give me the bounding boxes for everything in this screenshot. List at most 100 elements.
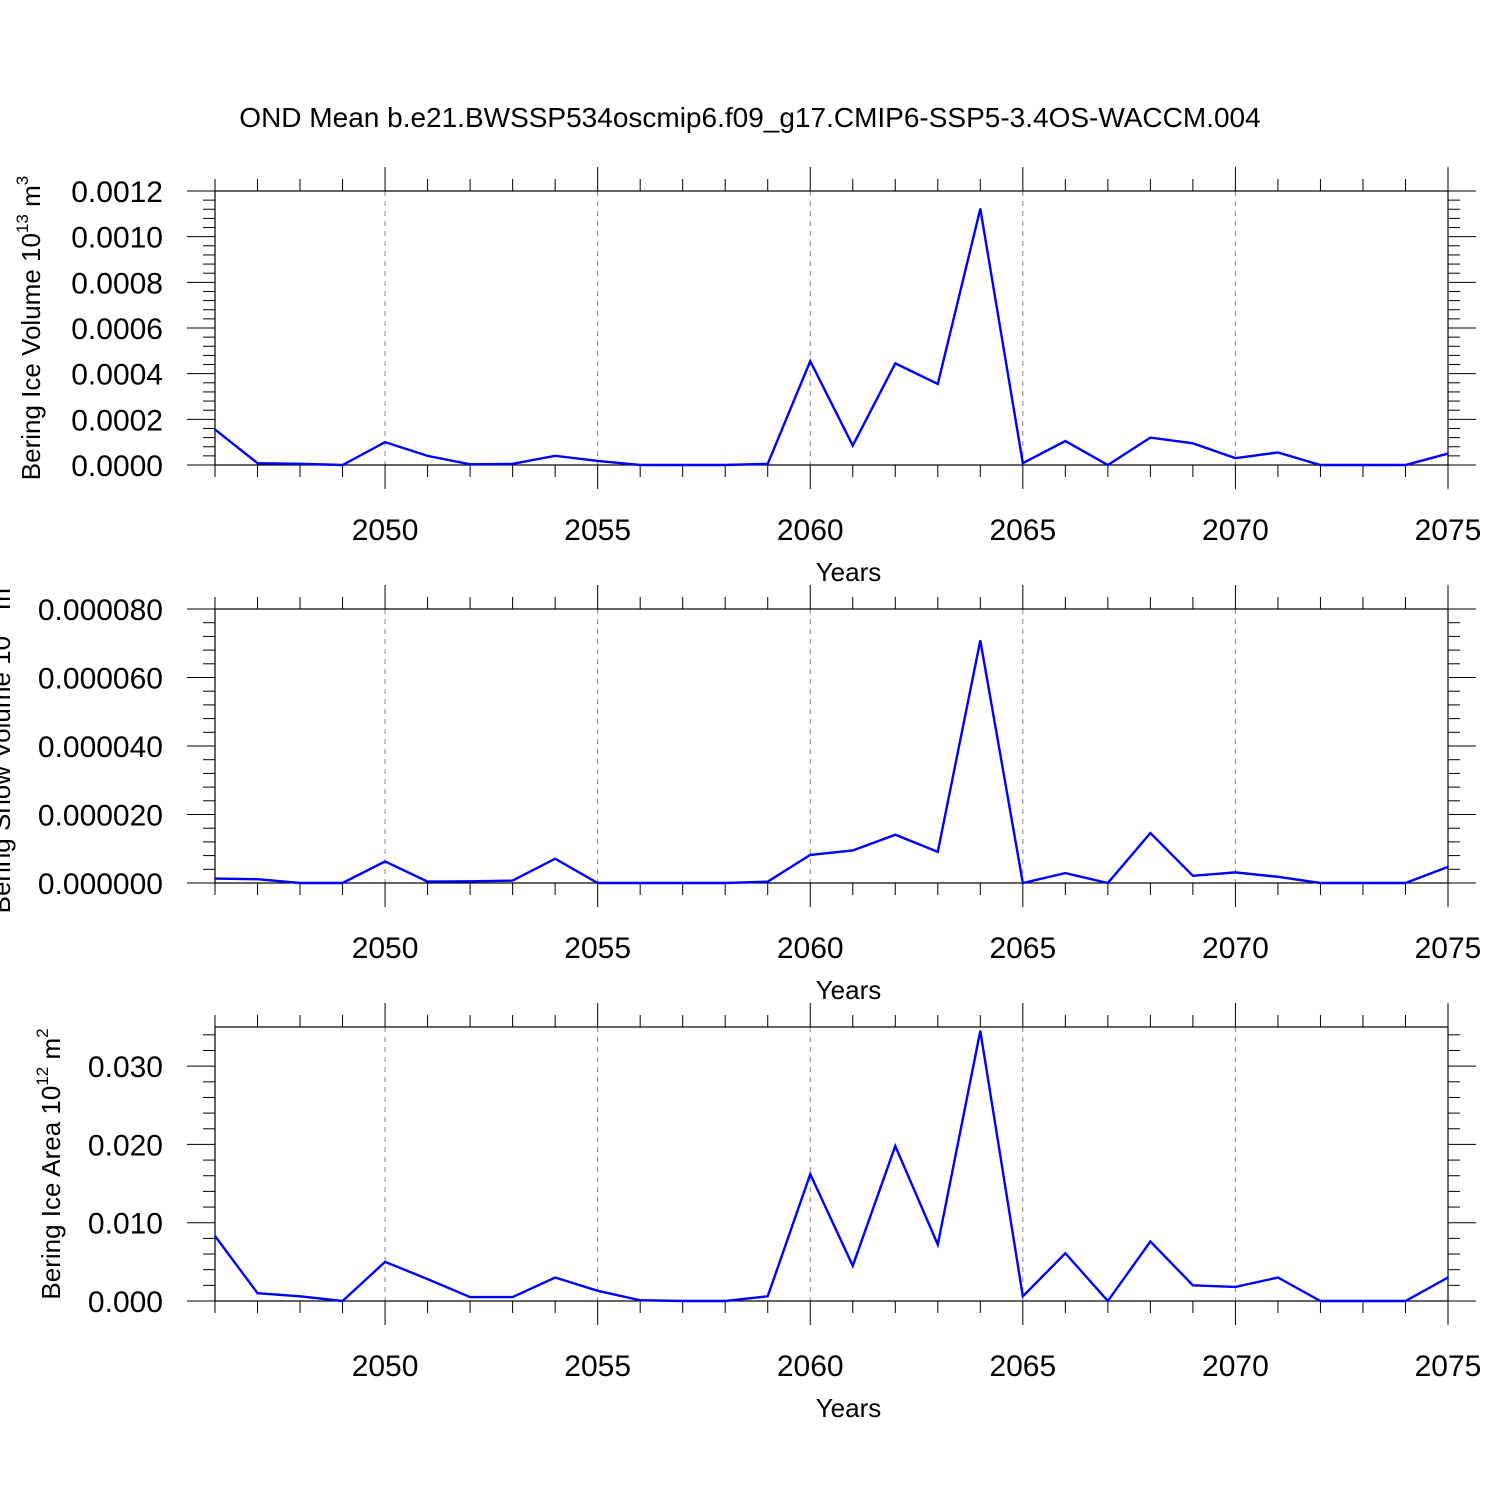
data-point xyxy=(894,833,897,836)
data-point xyxy=(1192,1284,1194,1287)
data-point xyxy=(1234,457,1237,459)
data-point xyxy=(809,1173,812,1175)
x-tick-label: 2050 xyxy=(352,932,419,965)
data-point xyxy=(596,460,599,462)
data-point xyxy=(1319,1300,1322,1302)
data-point xyxy=(1404,464,1407,466)
data-point xyxy=(511,879,514,882)
y-tick-label: 0.0010 xyxy=(71,222,163,255)
data-point xyxy=(341,882,344,884)
y-tick-label: 0.000080 xyxy=(38,594,163,627)
data-point xyxy=(894,362,897,365)
data-point xyxy=(979,208,982,210)
data-point xyxy=(341,464,344,466)
y-axis-label: Bering Ice Volume 1013 m3 xyxy=(13,176,46,480)
data-point xyxy=(1362,882,1364,884)
y-axis-label: Bering Ice Area 1012 m2 xyxy=(33,1028,66,1299)
data-point xyxy=(1447,452,1449,455)
data-point xyxy=(426,455,429,457)
data-point xyxy=(851,444,854,447)
data-point xyxy=(554,455,556,457)
data-point xyxy=(639,1299,641,1302)
data-point xyxy=(1022,462,1024,464)
data-point xyxy=(299,463,301,465)
data-point xyxy=(1362,1300,1364,1302)
y-tick-label: 0.000 xyxy=(88,1286,163,1319)
data-point xyxy=(681,882,684,884)
data-point xyxy=(1362,464,1364,466)
y-axis-label: Bering Snow Volume 1013 m3 xyxy=(0,579,16,914)
y-tick-label: 0.000060 xyxy=(38,663,163,696)
data-point xyxy=(936,383,939,385)
data-point xyxy=(766,880,769,883)
data-point xyxy=(851,849,854,852)
figure-title: OND Mean b.e21.BWSSP534oscmip6.f09_g17.C… xyxy=(239,102,1260,133)
y-tick-label: 0.0012 xyxy=(71,176,163,209)
data-point xyxy=(426,880,429,883)
chart-panels: 2050 2055 2060 2065 2070 2075 Years 0.0000 0.000… xyxy=(0,167,1481,1423)
data-point xyxy=(256,462,259,464)
data-point xyxy=(724,882,727,884)
y-tick-label: 0.010 xyxy=(88,1208,163,1241)
data-point xyxy=(894,1145,897,1147)
y-tick-label: 0.030 xyxy=(88,1051,163,1084)
chart-panel-3: 2050 2055 2060 2065 2070 2075 Years 0.000 0.010 0… xyxy=(33,1003,1481,1423)
data-point xyxy=(851,1264,854,1267)
x-axis-label: Years xyxy=(816,557,882,587)
x-tick-label: 2055 xyxy=(564,1350,631,1383)
data-point xyxy=(1107,1300,1109,1302)
x-tick-label: 2060 xyxy=(777,932,844,965)
x-tick-label: 2070 xyxy=(1202,1350,1269,1383)
data-point xyxy=(724,1300,727,1302)
y-tick-label: 0.0000 xyxy=(71,450,163,483)
data-point xyxy=(1064,440,1067,442)
data-point xyxy=(809,854,812,856)
x-tick-label: 2060 xyxy=(777,1350,844,1383)
chart-panel-1: 2050 2055 2060 2065 2070 2075 Years 0.0000 0.000… xyxy=(13,167,1481,587)
x-axis-label: Years xyxy=(816,1393,882,1423)
x-tick-label: 2065 xyxy=(989,932,1056,965)
y-tick-label: 0.0006 xyxy=(71,313,163,346)
data-point xyxy=(979,639,982,642)
data-point xyxy=(1022,1295,1024,1298)
data-point xyxy=(256,1292,259,1294)
y-tick-label: 0.0004 xyxy=(71,359,163,392)
data-point xyxy=(596,882,599,884)
data-point xyxy=(766,463,769,465)
series-line xyxy=(214,640,1449,885)
data-point xyxy=(1149,832,1152,834)
data-point xyxy=(596,1290,599,1292)
x-tick-label: 2060 xyxy=(777,514,844,547)
x-tick-label: 2070 xyxy=(1202,514,1269,547)
data-point xyxy=(1447,866,1449,868)
data-point xyxy=(1149,1240,1152,1243)
data-point xyxy=(214,877,216,880)
data-point xyxy=(384,441,386,443)
data-point xyxy=(299,1295,301,1298)
data-point xyxy=(256,878,259,881)
data-point xyxy=(681,1300,684,1302)
data-point xyxy=(1319,882,1322,884)
data-point xyxy=(1319,464,1322,466)
data-point xyxy=(554,857,556,860)
data-point xyxy=(1404,1300,1407,1302)
data-point xyxy=(1404,882,1407,884)
y-tick-label: 0.000040 xyxy=(38,731,163,764)
data-point xyxy=(469,463,471,466)
y-tick-label: 0.020 xyxy=(88,1129,163,1162)
x-tick-label: 2055 xyxy=(564,514,631,547)
data-point xyxy=(469,1296,471,1298)
data-point xyxy=(1022,882,1024,884)
data-point xyxy=(936,851,939,853)
data-point xyxy=(341,1300,344,1302)
data-point xyxy=(426,1278,429,1280)
data-point xyxy=(936,1243,939,1246)
data-point xyxy=(681,464,684,466)
data-point xyxy=(384,860,386,863)
data-point xyxy=(511,463,514,465)
x-tick-label: 2070 xyxy=(1202,932,1269,965)
data-point xyxy=(1234,871,1237,874)
data-point xyxy=(1107,464,1109,466)
x-tick-label: 2075 xyxy=(1415,932,1482,965)
